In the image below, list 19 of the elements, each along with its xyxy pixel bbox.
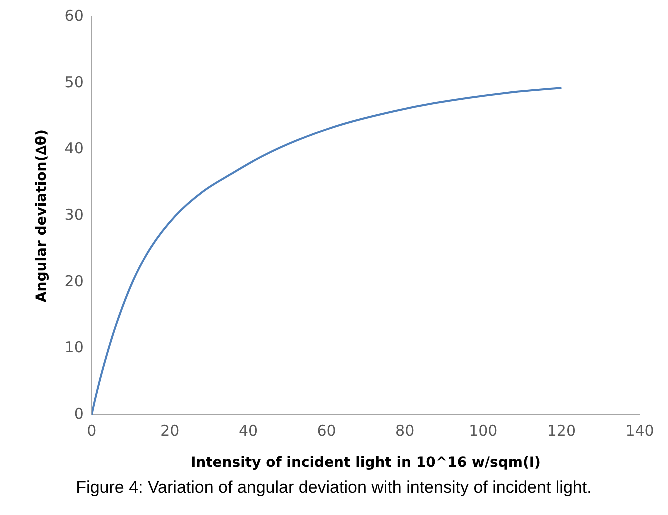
x-tick-label: 100 [469, 422, 498, 440]
y-tick-label: 50 [64, 73, 84, 92]
x-tick-label: 40 [238, 422, 258, 440]
x-tick-label: 0 [87, 422, 97, 440]
y-tick-label: 10 [64, 338, 84, 357]
y-tick-label: 0 [74, 405, 84, 424]
y-tick-label: 40 [64, 140, 84, 158]
y-tick-label: 30 [64, 206, 84, 224]
x-tick-label: 120 [547, 422, 576, 440]
x-axis-title: Intensity of incident light in 10^16 w/sqm(I) [190, 455, 541, 472]
caption: Figure 4: Variation of angular deviation with intensity of incident light. [75, 478, 593, 498]
x-tick-label: 20 [160, 422, 180, 440]
x-tick-label: 140 [626, 422, 654, 440]
x-tick-label: 80 [396, 422, 415, 440]
y-tick-label: 60 [64, 6, 84, 25]
y-axis-title: Angular deviation(∆θ) [34, 130, 50, 303]
x-tick-label: 60 [317, 422, 336, 440]
y-tick-label: 20 [64, 272, 84, 290]
line-series [92, 87, 563, 416]
